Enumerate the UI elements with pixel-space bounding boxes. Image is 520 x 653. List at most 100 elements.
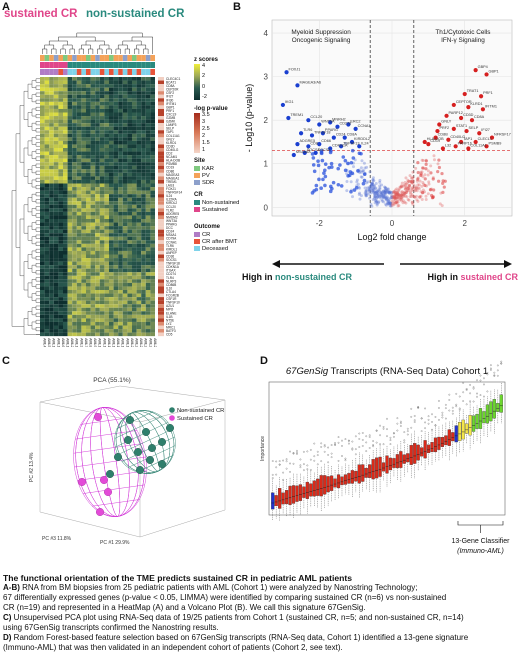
volcano-point: [371, 183, 375, 187]
heatmap-cell: [81, 240, 86, 244]
heatmap-cell: [132, 201, 137, 205]
gene-label: CEP20R: [166, 88, 179, 92]
dendrogram-link: [136, 44, 147, 49]
heatmap-cell: [150, 137, 155, 141]
heatmap-cell: [90, 201, 96, 205]
heatmap-cell: [49, 108, 54, 113]
volcano-gene-label: PARP12: [449, 111, 463, 115]
rf-outlier: [341, 445, 343, 447]
heatmap-cell: [67, 94, 73, 99]
volcano-gene-label: CEPTOR: [456, 100, 472, 104]
row-dendrogram-link: [31, 279, 36, 287]
dendrogram-link: [44, 44, 55, 49]
heatmap-cell: [58, 293, 63, 298]
heatmap-cell: [132, 261, 137, 266]
heatmap-cell: [141, 101, 146, 106]
heatmap-cell: [44, 101, 50, 106]
heatmap-cell: [72, 258, 77, 262]
heatmap-cell: [109, 208, 114, 212]
volcano-gene-label: CDKN1A: [332, 143, 348, 147]
heatmap-cell: [53, 179, 59, 184]
heatmap-cell: [49, 265, 54, 269]
volcano-point-blue: [329, 161, 334, 166]
heatmap-cell: [132, 243, 137, 248]
significant-point-down: [295, 142, 300, 147]
heatmap-cell: [76, 222, 82, 227]
volcano-point: [367, 188, 371, 192]
heatmap-cell: [132, 286, 137, 290]
sample-label: AML10: [98, 338, 102, 347]
row-dendrogram-link: [31, 293, 36, 301]
heatmap-cell: [81, 314, 86, 319]
pvalue-cell: [158, 282, 164, 287]
heatmap-cell: [76, 321, 82, 326]
heatmap-cell: [145, 293, 151, 298]
heatmap-cell: [58, 108, 63, 113]
heatmap-cell: [122, 233, 128, 237]
volcano-point-red: [421, 190, 425, 195]
heatmap-cell: [49, 144, 54, 148]
classifier-bracket: [457, 521, 504, 526]
heatmap-cell: [99, 282, 105, 287]
heatmap-cell: [132, 226, 137, 230]
heatmap-cell: [141, 297, 146, 301]
heatmap-cell: [122, 169, 128, 173]
rf-outlier: [306, 450, 309, 453]
heatmap-cell: [104, 297, 109, 301]
heatmap-cell: [99, 307, 105, 312]
heatmap-cell: [53, 98, 59, 102]
heatmap-cell: [63, 155, 68, 159]
heatmap-cell: [67, 243, 73, 248]
heatmap-cell: [113, 215, 119, 219]
volcano-point: [398, 196, 402, 200]
heatmap-cell: [127, 101, 132, 106]
heatmap-cell: [76, 176, 82, 180]
volcano-point: [363, 191, 367, 195]
heatmap-cell: [109, 268, 114, 273]
rf-outlier: [379, 443, 381, 446]
heatmap-cell: [40, 80, 45, 85]
rf-outlier: [303, 463, 305, 465]
heatmap-cell: [136, 98, 142, 102]
volcano-point: [374, 182, 378, 186]
volcano-point: [389, 194, 393, 198]
heatmap-cell: [90, 240, 96, 244]
heatmap-cell: [53, 101, 59, 106]
heatmap-cell: [76, 133, 82, 138]
volcano-point: [409, 195, 413, 199]
gene-label: CD40LG: [166, 148, 179, 152]
significant-point-down: [284, 70, 289, 75]
heatmap-cell: [145, 183, 151, 188]
heatmap-cell: [44, 91, 50, 95]
pvalue-cell: [158, 293, 164, 298]
cr-annotation-cell: [141, 62, 146, 68]
rf-outlier: [327, 461, 329, 464]
volcano-point: [372, 197, 376, 201]
volcano-point: [386, 202, 390, 206]
heatmap-cell: [118, 91, 123, 95]
heatmap-cell: [49, 112, 54, 117]
heatmap-cell: [136, 172, 142, 177]
rf-outlier: [382, 426, 385, 428]
heatmap-cell: [132, 222, 137, 227]
heatmap-cell: [49, 215, 54, 219]
volcano-point-blue: [311, 156, 316, 160]
heatmap-cell: [136, 226, 142, 230]
volcano-gene-label: TRAT1: [467, 89, 479, 93]
heatmap-cell: [99, 279, 105, 283]
heatmap-cell: [109, 311, 114, 315]
volcano-point: [399, 194, 403, 198]
volcano-point: [420, 158, 424, 162]
gene-label: IFITM1: [166, 102, 176, 106]
heatmap-cell: [49, 229, 54, 234]
region-title-right: IFN-γ Signaling: [441, 37, 485, 44]
rf-outlier: [379, 434, 381, 437]
heatmap-cell: [40, 321, 45, 326]
heatmap-cell: [86, 119, 91, 124]
heatmap-cell: [76, 265, 82, 269]
heatmap-cell: [58, 282, 63, 287]
heatmap-cell: [132, 325, 137, 330]
volcano-point: [401, 201, 405, 205]
volcano-point: [374, 186, 378, 190]
pvalue-cell: [158, 116, 164, 120]
